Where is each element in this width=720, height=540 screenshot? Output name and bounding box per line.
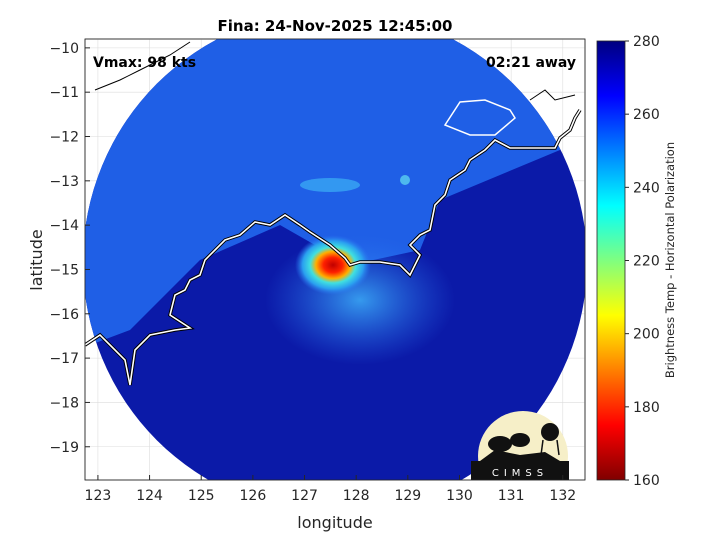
y-axis-label: latitude <box>27 229 46 290</box>
x-tick-label: 128 <box>343 488 370 504</box>
x-axis-label: longitude <box>297 513 372 532</box>
x-tick-label: 124 <box>136 488 163 504</box>
colorbar-tick-label: 200 <box>633 327 660 343</box>
colorbar-tick-label: 220 <box>633 254 660 270</box>
cimss-logo: CIMSS <box>471 411 569 480</box>
y-tick-label: −17 <box>49 351 79 367</box>
colorbar-tick-label: 180 <box>633 400 660 416</box>
colorbar <box>596 40 626 481</box>
y-ticks: −10 −11 −12 −13 −14 −15 −16 −17 −18 −19 <box>49 41 90 456</box>
plot-title: Fina: 24-Nov-2025 12:45:00 <box>218 17 453 35</box>
x-tick-label: 126 <box>240 488 267 504</box>
y-tick-label: −10 <box>49 41 79 57</box>
colorbar-tick-label: 280 <box>633 34 660 50</box>
x-tick-label: 129 <box>394 488 421 504</box>
x-ticks: 123 124 125 126 127 128 129 130 131 132 <box>85 475 576 504</box>
time-away-annotation: 02:21 away <box>486 55 576 71</box>
y-tick-label: −16 <box>49 307 79 323</box>
colorbar-tick-label: 240 <box>633 180 660 196</box>
y-tick-label: −18 <box>49 395 79 411</box>
colorbar-label: Brightness Temp - Horizontal Polarizatio… <box>663 142 677 378</box>
x-tick-label: 130 <box>446 488 473 504</box>
colorbar-tick-label: 260 <box>633 107 660 123</box>
y-tick-label: −12 <box>49 130 79 146</box>
colorbar-tick-label: 160 <box>633 473 660 489</box>
x-tick-label: 125 <box>188 488 215 504</box>
x-tick-label: 127 <box>291 488 318 504</box>
y-tick-label: −11 <box>49 85 79 101</box>
colorbar-ticks: 280 260 240 220 200 180 160 <box>625 34 660 489</box>
x-tick-label: 123 <box>85 488 112 504</box>
y-tick-label: −14 <box>49 218 79 234</box>
y-tick-label: −19 <box>49 440 79 456</box>
x-tick-label: 131 <box>498 488 525 504</box>
x-tick-label: 132 <box>549 488 576 504</box>
island-outline <box>443 99 516 136</box>
axes-box <box>84 38 586 481</box>
y-tick-label: −15 <box>49 262 79 278</box>
storm-core <box>295 235 371 295</box>
vmax-annotation: Vmax: 98 kts <box>93 55 196 71</box>
y-tick-label: −13 <box>49 174 79 190</box>
logo-text: CIMSS <box>492 468 548 479</box>
satellite-image <box>85 39 585 480</box>
